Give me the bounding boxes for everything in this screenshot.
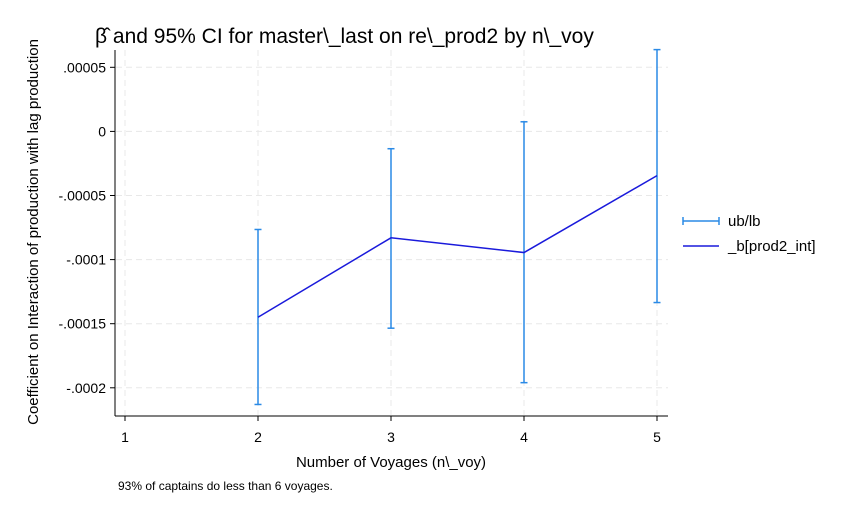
y-tick-label: 0 xyxy=(98,123,106,139)
legend-label-ub-lb: ub/lb xyxy=(728,213,761,230)
y-tick-label: -.0002 xyxy=(66,380,106,396)
error-bars xyxy=(254,48,661,406)
chart-note: 93% of captains do less than 6 voyages. xyxy=(118,479,333,493)
x-tick-label: 2 xyxy=(254,429,262,445)
y-ticks: .00005 0 -.00005 -.0001 -.00015 -.0002 xyxy=(59,59,115,396)
y-tick-label: -.00005 xyxy=(59,188,107,204)
legend-item-coefficient: _b[prod2_int] xyxy=(683,238,816,255)
legend: ub/lb _b[prod2_int] xyxy=(682,213,816,255)
y-tick-label: -.00015 xyxy=(59,316,107,332)
x-ticks: 1 2 3 4 5 xyxy=(121,416,661,445)
chart-title: β̂ and 95% CI for master\_last on re\_pr… xyxy=(95,25,594,48)
legend-label-coefficient: _b[prod2_int] xyxy=(727,238,816,255)
y-tick-label: .00005 xyxy=(63,59,106,75)
legend-item-ub-lb: ub/lb xyxy=(682,213,761,230)
x-tick-label: 5 xyxy=(653,429,661,445)
x-tick-label: 4 xyxy=(520,429,528,445)
x-axis-label: Number of Voyages (n\_voy) xyxy=(296,454,486,471)
coefficient-line xyxy=(257,174,658,318)
y-tick-label: -.0001 xyxy=(66,252,106,268)
x-tick-label: 1 xyxy=(121,429,129,445)
coefficient-series-line xyxy=(257,174,658,318)
y-axis-label: Coefficient on Interaction of production… xyxy=(25,39,42,425)
x-tick-label: 3 xyxy=(387,429,395,445)
grid-lines xyxy=(116,50,668,415)
